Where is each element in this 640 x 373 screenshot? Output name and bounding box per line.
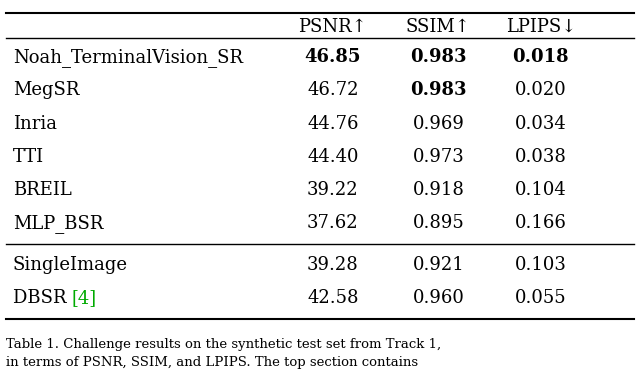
Text: BREIL: BREIL xyxy=(13,181,72,199)
Text: MLP_BSR: MLP_BSR xyxy=(13,214,103,233)
Text: 0.969: 0.969 xyxy=(412,115,465,133)
Text: 0.103: 0.103 xyxy=(515,256,567,274)
Text: 46.72: 46.72 xyxy=(307,81,358,100)
Text: DBSR: DBSR xyxy=(13,289,72,307)
Text: 46.85: 46.85 xyxy=(305,48,361,66)
Text: 37.62: 37.62 xyxy=(307,214,358,232)
Text: 0.018: 0.018 xyxy=(513,48,569,66)
Text: 42.58: 42.58 xyxy=(307,289,358,307)
Text: 39.22: 39.22 xyxy=(307,181,358,199)
Text: 0.983: 0.983 xyxy=(410,48,467,66)
Text: TTI: TTI xyxy=(13,148,44,166)
Text: PSNR↑: PSNR↑ xyxy=(298,18,367,36)
Text: [4]: [4] xyxy=(71,289,96,307)
Text: 0.020: 0.020 xyxy=(515,81,566,100)
Text: SSIM↑: SSIM↑ xyxy=(406,18,471,36)
Text: 0.104: 0.104 xyxy=(515,181,566,199)
Text: 0.918: 0.918 xyxy=(412,181,465,199)
Text: SingleImage: SingleImage xyxy=(13,256,128,274)
Text: 39.28: 39.28 xyxy=(307,256,358,274)
Text: 0.038: 0.038 xyxy=(515,148,567,166)
Text: 0.166: 0.166 xyxy=(515,214,567,232)
Text: 0.973: 0.973 xyxy=(413,148,464,166)
Text: 44.40: 44.40 xyxy=(307,148,358,166)
Text: 44.76: 44.76 xyxy=(307,115,358,133)
Text: Inria: Inria xyxy=(13,115,57,133)
Text: Table 1. Challenge results on the synthetic test set from Track 1,
in terms of P: Table 1. Challenge results on the synthe… xyxy=(6,338,442,369)
Text: 0.921: 0.921 xyxy=(413,256,464,274)
Text: Noah_TerminalVision_SR: Noah_TerminalVision_SR xyxy=(13,48,243,67)
Text: LPIPS↓: LPIPS↓ xyxy=(506,18,576,36)
Text: 0.034: 0.034 xyxy=(515,115,566,133)
Text: 0.895: 0.895 xyxy=(413,214,464,232)
Text: 0.960: 0.960 xyxy=(412,289,465,307)
Text: MegSR: MegSR xyxy=(13,81,79,100)
Text: 0.983: 0.983 xyxy=(410,81,467,100)
Text: 0.055: 0.055 xyxy=(515,289,566,307)
